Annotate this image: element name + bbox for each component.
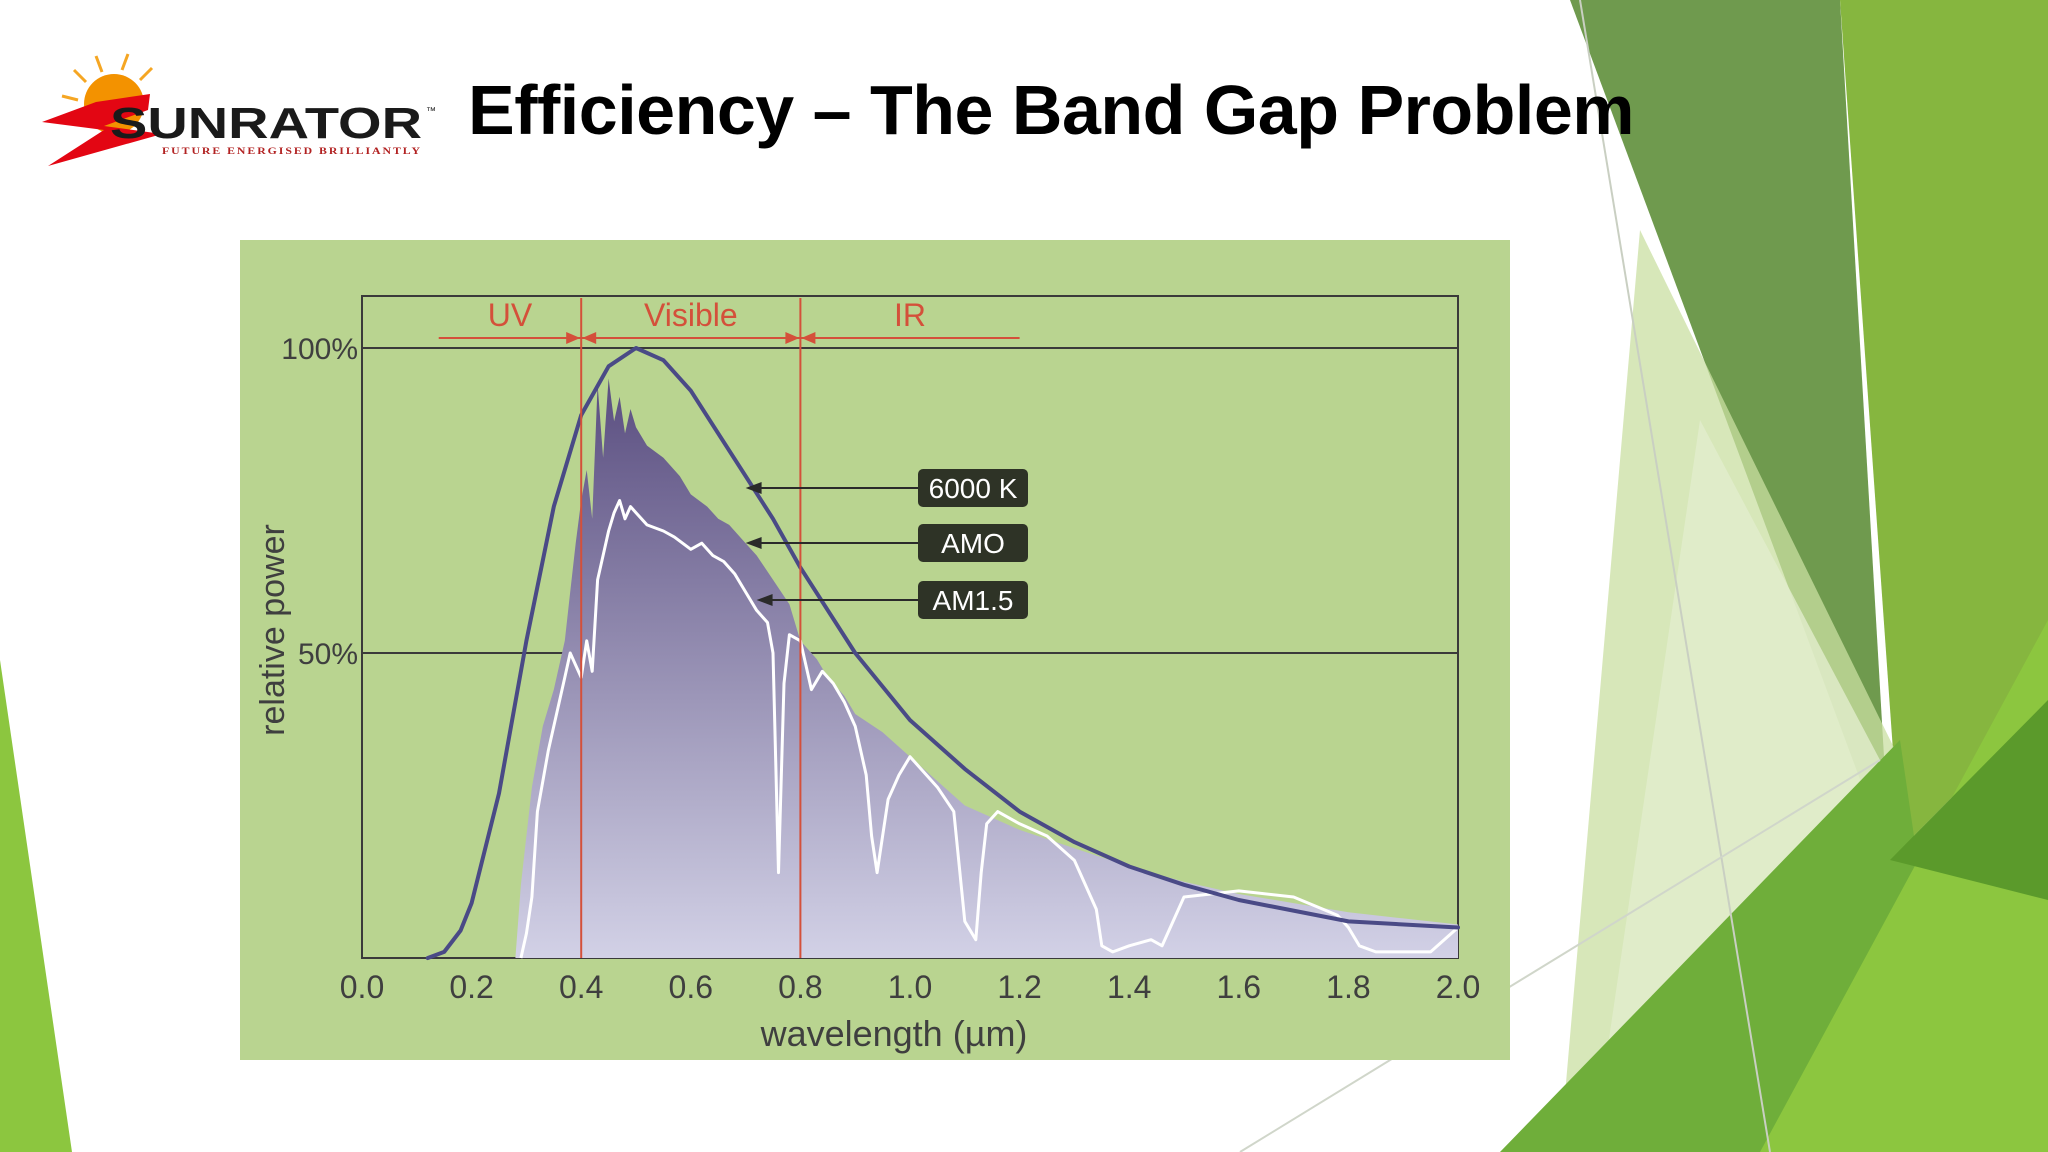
sunrator-logo: SUNRATOR ™ FUTURE ENERGISED BRILLIANTLY [42,53,436,166]
deco-shape-left [0,660,72,1152]
x-tick-label: 0.4 [559,969,603,1005]
region-arrowhead-left-visible [582,332,597,344]
x-tick-label: 1.2 [997,969,1041,1005]
swoosh-s-icon [42,94,162,166]
x-tick-label: 0.0 [340,969,384,1005]
x-tick-label: 2.0 [1436,969,1480,1005]
x-axis-label: wavelength (µm) [760,1013,1028,1054]
region-label-ir: IR [894,297,926,333]
y-tick-label: 100% [281,333,358,366]
region-arrowhead-left-ir [801,332,816,344]
spectrum-chart: UV Visible IR 0.0 0.2 0.4 0.6 0.8 1.0 1.2 1.4 1.6 1… [240,240,1510,1060]
callout-label-amo: AMO [941,528,1005,559]
deco-line-2 [1239,759,1881,1152]
region-arrowhead-right-visible [785,332,800,344]
deco-shape-corner [1890,700,2048,900]
callout-label-am1-5: AM1.5 [933,585,1014,616]
x-tick-label: 1.8 [1326,969,1370,1005]
y-tick-label: 50% [298,638,358,671]
x-tick-label: 1.6 [1217,969,1261,1005]
series-6000k [425,346,1460,960]
callout-box-6000-k [918,469,1028,507]
series-amo [515,378,1458,958]
callout-arrowhead-am1-5 [756,594,773,606]
logo-tagline: FUTURE ENERGISED BRILLIANTLY [162,146,422,156]
callout-label-6000-k: 6000 K [929,473,1018,504]
callout-box-am1-5 [918,581,1028,619]
logo-text: SUNRATOR [110,99,422,148]
y-axis-label: relative power [254,524,292,736]
x-tick-label: 0.6 [669,969,713,1005]
callout-box-amo [918,524,1028,562]
region-label-visible: Visible [644,297,738,333]
x-tick-label: 0.2 [449,969,493,1005]
x-tick-label: 1.0 [888,969,932,1005]
deco-shape-bottom-right [1760,620,2048,1152]
deco-shape-right-pale [1600,420,1880,1100]
logo-trademark: ™ [426,106,436,117]
x-tick-label: 1.4 [1107,969,1151,1005]
slide-title: Efficiency – The Band Gap Problem [468,71,1635,149]
region-label-uv: UV [488,297,533,333]
callout-arrowhead-amo [745,537,762,549]
region-arrowhead-right-uv [566,332,581,344]
sun-rays-icon [61,53,154,102]
callout-arrowhead-6000-k [745,482,762,494]
series-am1-5 [519,499,1459,959]
deco-shape-right-mid [1840,0,2048,850]
deco-line-1 [1579,0,1771,1152]
x-tick-label: 0.8 [778,969,822,1005]
